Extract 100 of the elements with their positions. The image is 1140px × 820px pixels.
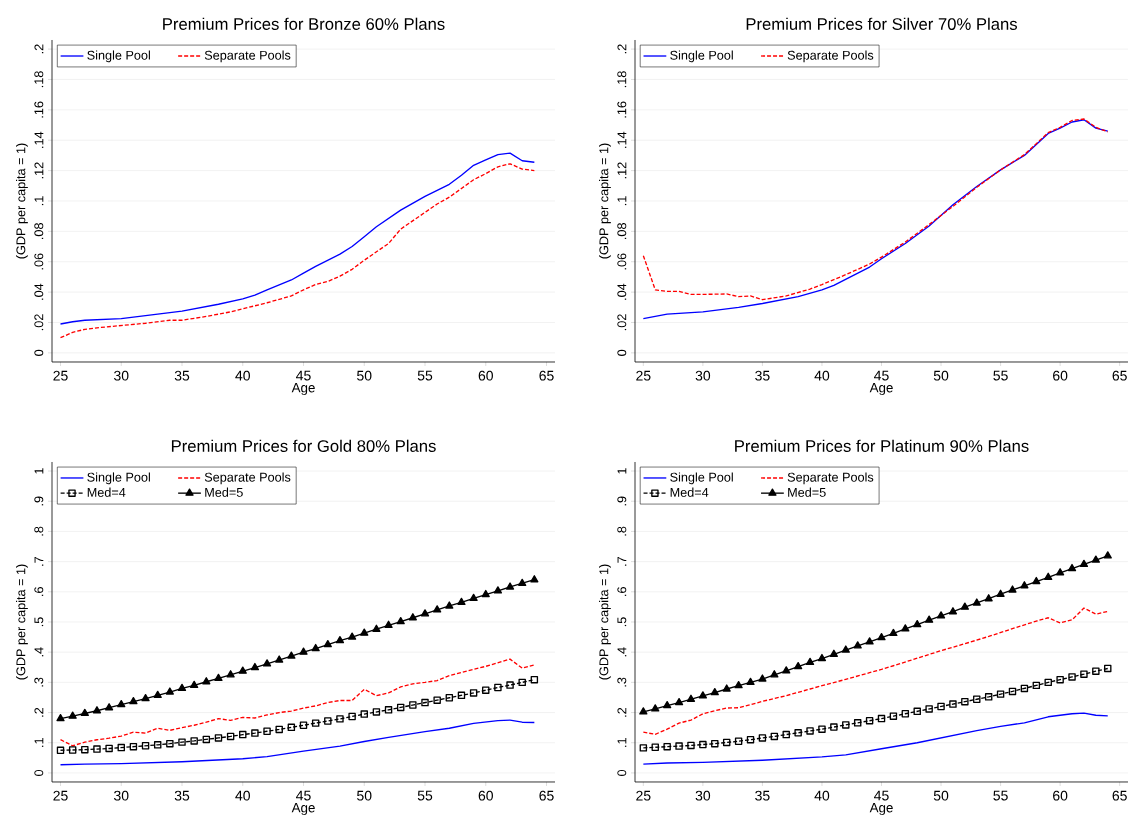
y-tick-label: .1 <box>617 738 627 747</box>
point <box>372 708 381 716</box>
point <box>372 624 381 632</box>
point <box>913 707 921 716</box>
point <box>481 589 490 598</box>
point <box>841 645 850 653</box>
point <box>81 745 89 754</box>
point <box>960 602 969 610</box>
y-tick-label: .5 <box>617 617 627 627</box>
x-tick-label: 60 <box>1053 370 1068 381</box>
point <box>794 661 803 670</box>
chart-title: Premium Prices for Silver 70% Plans <box>746 17 1018 30</box>
y-tick-label: .06 <box>34 253 44 270</box>
point <box>263 727 271 736</box>
x-tick-label: 25 <box>53 370 68 381</box>
y-tick-label: .7 <box>34 556 44 566</box>
point <box>984 693 993 701</box>
x-tick-label: 35 <box>174 370 190 381</box>
point <box>686 694 696 702</box>
y-tick-label: .9 <box>34 496 44 506</box>
x-tick-label: 35 <box>755 790 770 801</box>
x-tick-label: 50 <box>933 790 949 801</box>
point <box>782 666 791 674</box>
point <box>1044 678 1052 687</box>
point <box>92 706 102 714</box>
point <box>493 586 503 594</box>
point <box>214 734 223 742</box>
point <box>996 589 1005 597</box>
point <box>287 651 296 659</box>
point <box>238 666 247 674</box>
y-tick-label: 0 <box>617 769 627 776</box>
point <box>639 744 648 752</box>
point <box>347 632 357 640</box>
point <box>518 678 526 687</box>
point <box>311 719 320 727</box>
point <box>961 697 969 706</box>
point <box>1104 664 1112 673</box>
chart-title: Premium Prices for Bronze 60% Plans <box>163 17 445 30</box>
x-tick-label: 55 <box>993 370 1008 381</box>
point <box>1068 673 1076 681</box>
point <box>698 691 708 699</box>
y-tick-label: .8 <box>34 526 44 536</box>
point <box>1020 684 1029 693</box>
point <box>129 742 138 751</box>
legend-label: Med=4 <box>87 487 126 497</box>
point <box>408 613 417 621</box>
point <box>782 730 790 739</box>
y-axis-title: (GDP per capita = 1) <box>599 143 611 259</box>
x-tick-label: 55 <box>417 790 433 801</box>
point <box>758 674 767 682</box>
y-tick-label: .2 <box>34 707 44 717</box>
line-series <box>59 719 536 766</box>
point <box>262 659 272 667</box>
x-tick-label: 55 <box>417 370 433 381</box>
point <box>80 708 89 717</box>
point <box>722 738 731 747</box>
y-tick-label: .2 <box>617 707 627 717</box>
point <box>190 680 199 689</box>
point <box>275 725 283 734</box>
x-tick-label: 40 <box>814 370 830 381</box>
chart-title: Premium Prices for Platinum 90% Plans <box>735 439 1029 452</box>
point <box>348 712 356 721</box>
point <box>758 734 767 742</box>
point <box>178 738 186 746</box>
point <box>250 662 260 671</box>
point <box>190 737 198 745</box>
point <box>482 686 490 694</box>
point <box>226 670 235 678</box>
legend-label: Separate Pools <box>787 472 874 485</box>
point <box>1032 576 1041 585</box>
point <box>384 706 393 714</box>
legend-label: Single Pool <box>670 472 733 485</box>
y-tick-label: .6 <box>617 587 627 596</box>
point <box>153 741 162 749</box>
point <box>105 744 113 753</box>
x-tick-label: 50 <box>933 370 949 381</box>
y-tick-label: .04 <box>617 283 627 300</box>
point <box>996 690 1005 698</box>
y-tick-label: .16 <box>34 101 44 118</box>
point <box>1032 681 1041 690</box>
legend-label: Med=4 <box>670 487 709 497</box>
point <box>457 597 466 606</box>
point <box>384 620 393 628</box>
point <box>1067 563 1077 572</box>
point <box>805 657 815 666</box>
legend-label: Single Pool <box>670 50 733 63</box>
point <box>853 719 862 727</box>
point <box>674 697 684 706</box>
point <box>505 582 515 590</box>
point <box>202 735 211 744</box>
point <box>651 704 660 712</box>
x-tick-label: 60 <box>1053 790 1068 801</box>
y-tick-label: 0 <box>617 349 627 356</box>
point <box>972 598 981 606</box>
point <box>360 710 368 718</box>
point <box>56 746 65 755</box>
x-tick-label: 60 <box>478 790 493 801</box>
point <box>663 700 672 709</box>
point <box>530 675 539 684</box>
point <box>518 578 527 587</box>
